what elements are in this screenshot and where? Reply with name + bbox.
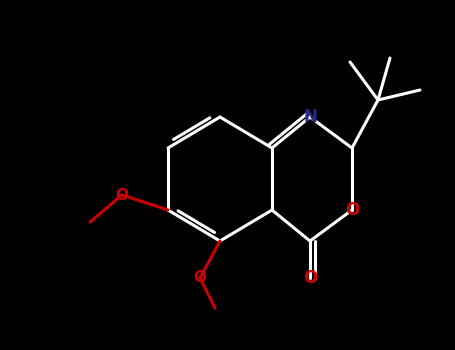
- Text: O: O: [303, 269, 317, 287]
- Text: O: O: [193, 271, 207, 286]
- Text: N: N: [303, 108, 317, 126]
- Text: O: O: [345, 201, 359, 219]
- Text: O: O: [116, 188, 128, 203]
